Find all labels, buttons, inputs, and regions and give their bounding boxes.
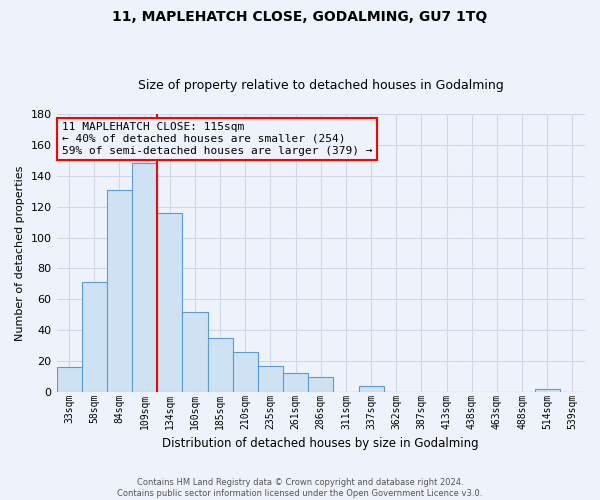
Title: Size of property relative to detached houses in Godalming: Size of property relative to detached ho… [138,79,503,92]
Bar [82,282,107,392]
Y-axis label: Number of detached properties: Number of detached properties [15,166,25,340]
Bar [258,366,283,392]
Text: Contains HM Land Registry data © Crown copyright and database right 2024.
Contai: Contains HM Land Registry data © Crown c… [118,478,482,498]
Bar [233,352,258,392]
Text: 11, MAPLEHATCH CLOSE, GODALMING, GU7 1TQ: 11, MAPLEHATCH CLOSE, GODALMING, GU7 1TQ [112,10,488,24]
Bar [308,376,334,392]
X-axis label: Distribution of detached houses by size in Godalming: Distribution of detached houses by size … [163,437,479,450]
Bar [182,312,208,392]
Bar [359,386,383,392]
Bar [283,374,308,392]
Bar [208,338,233,392]
Bar [535,389,560,392]
Bar [107,190,132,392]
Bar [157,213,182,392]
Bar [132,164,157,392]
Bar [56,368,82,392]
Text: 11 MAPLEHATCH CLOSE: 115sqm
← 40% of detached houses are smaller (254)
59% of se: 11 MAPLEHATCH CLOSE: 115sqm ← 40% of det… [62,122,373,156]
